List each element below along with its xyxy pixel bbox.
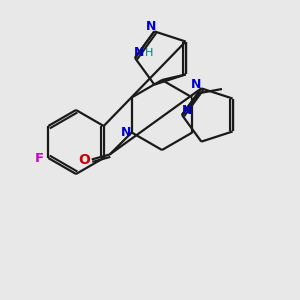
Text: N: N — [182, 104, 192, 118]
Text: F: F — [35, 152, 44, 164]
Text: N: N — [134, 46, 144, 59]
Text: N: N — [121, 126, 131, 139]
Text: H: H — [145, 48, 153, 58]
Text: N: N — [191, 78, 202, 91]
Text: N: N — [146, 20, 157, 33]
Text: O: O — [78, 152, 90, 167]
